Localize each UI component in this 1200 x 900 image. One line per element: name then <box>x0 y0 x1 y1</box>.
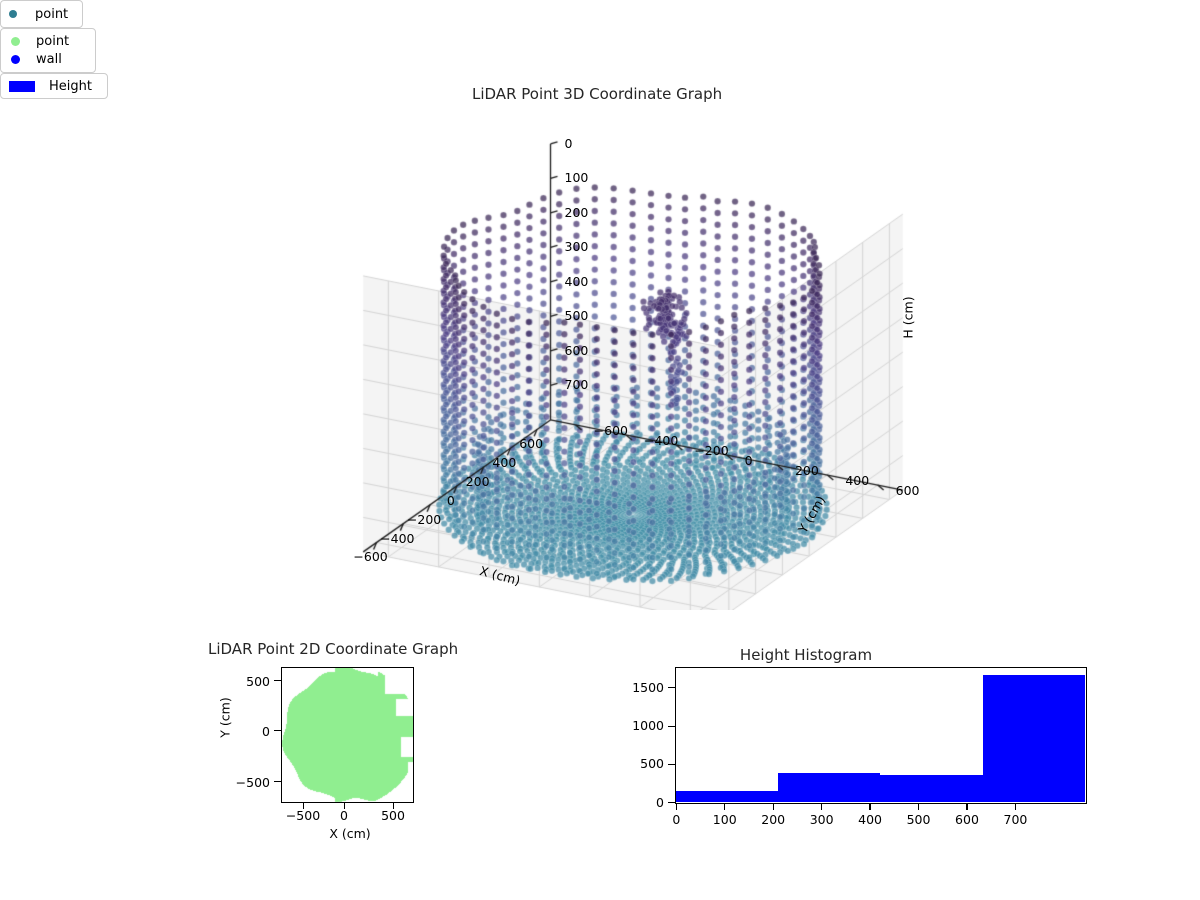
point-marker-icon <box>11 37 20 46</box>
z-ticklabel-100: 100 <box>565 170 635 185</box>
chart-2d-legend[interactable]: point wall <box>0 28 96 73</box>
xtick-mark <box>344 803 345 809</box>
hist-ytick-mark <box>668 687 675 688</box>
x-ticklabel-400: 400 <box>469 455 539 470</box>
legend-label-wall: wall <box>36 52 62 67</box>
z-ticklabel-300: 300 <box>565 239 635 254</box>
legend-label-point: point <box>36 34 69 49</box>
hist-xtick-mark <box>773 804 774 810</box>
hist-xtick-label-400: 400 <box>845 812 895 827</box>
z-ticklabel-0: 0 <box>565 136 635 151</box>
hist-xtick-mark <box>966 804 967 810</box>
hist-ytick-mark <box>668 802 675 803</box>
xtick-mark <box>303 803 304 809</box>
histogram-bar-3 <box>983 675 1086 803</box>
hist-xtick-mark <box>724 804 725 810</box>
z-ticklabel-700: 700 <box>565 377 635 392</box>
hist-xtick-mark <box>1015 804 1016 810</box>
hist-xtick-label-200: 200 <box>748 812 798 827</box>
chart-3d-title: LiDAR Point 3D Coordinate Graph <box>472 85 722 103</box>
hist-xtick-label-600: 600 <box>942 812 992 827</box>
hist-ytick-label-1500: 1500 <box>598 680 664 695</box>
legend-item-height[interactable]: Height <box>9 79 99 94</box>
hist-ytick-label-1000: 1000 <box>598 718 664 733</box>
hist-ytick-mark <box>668 764 675 765</box>
hist-ytick-mark <box>668 726 675 727</box>
x-ticklabel-0: 0 <box>416 493 486 508</box>
ytick-mark <box>274 730 281 731</box>
hist-xtick-mark <box>676 804 677 810</box>
x-ticklabel--600: −600 <box>336 549 406 564</box>
chart-2d-xtick-neg500: −500 <box>282 808 324 823</box>
hist-xtick-label-0: 0 <box>651 812 701 827</box>
z-axis-label: H (cm) <box>901 288 916 348</box>
legend-label-height: Height <box>49 79 92 94</box>
histogram-bar-2 <box>880 775 982 802</box>
matplotlib-figure: LiDAR Point 3D Coordinate Graph point 01… <box>0 0 1200 900</box>
chart-2d-title: LiDAR Point 2D Coordinate Graph <box>208 640 458 658</box>
chart-hist-title: Height Histogram <box>740 646 872 664</box>
hist-ytick-label-500: 500 <box>598 756 664 771</box>
ytick-mark <box>274 680 281 681</box>
legend-item-wall[interactable]: wall <box>11 52 85 67</box>
z-ticklabel-400: 400 <box>565 274 635 289</box>
legend-item-point[interactable]: point <box>11 34 85 49</box>
xtick-mark <box>393 803 394 809</box>
chart-2d-ytick-500: 500 <box>234 674 270 689</box>
y-ticklabel--600: −600 <box>594 423 664 438</box>
chart-2d-ytick-neg500: −500 <box>228 775 270 790</box>
hist-xtick-label-300: 300 <box>797 812 847 827</box>
ytick-mark <box>274 781 281 782</box>
legend-label-point: point <box>35 7 68 22</box>
histogram-bars <box>676 668 1086 803</box>
chart-hist-frame[interactable] <box>675 667 1087 804</box>
hist-xtick-mark <box>821 804 822 810</box>
z-ticklabel-600: 600 <box>565 343 635 358</box>
lidar-2d-plot[interactable] <box>281 667 414 803</box>
chart-2d-ylabel: Y (cm) <box>218 688 233 748</box>
x-ticklabel-600: 600 <box>496 436 566 451</box>
chart-2d-xtick-500: 500 <box>375 808 411 823</box>
x-ticklabel--400: −400 <box>362 531 432 546</box>
hist-xtick-mark <box>869 804 870 810</box>
height-patch-icon <box>9 81 35 92</box>
hist-xtick-label-100: 100 <box>700 812 750 827</box>
histogram-bar-0 <box>676 791 778 802</box>
hist-ytick-label-0: 0 <box>598 795 664 810</box>
chart-2d-ytick-0: 0 <box>234 724 270 739</box>
x-ticklabel--200: −200 <box>389 512 459 527</box>
histogram-bar-1 <box>778 773 880 802</box>
chart-2d-xlabel: X (cm) <box>310 826 390 841</box>
chart-hist-legend[interactable]: Height <box>0 73 108 99</box>
x-ticklabel-200: 200 <box>443 474 513 489</box>
point-marker-icon <box>9 10 17 18</box>
z-ticklabel-200: 200 <box>565 205 635 220</box>
chart-2d-xtick-0: 0 <box>337 808 351 823</box>
hist-xtick-label-700: 700 <box>990 812 1040 827</box>
legend-item-point[interactable]: point <box>9 7 74 22</box>
chart-3d-legend[interactable]: point <box>0 0 83 28</box>
wall-marker-icon <box>11 55 20 64</box>
z-ticklabel-500: 500 <box>565 308 635 323</box>
hist-xtick-label-500: 500 <box>894 812 944 827</box>
hist-xtick-mark <box>918 804 919 810</box>
